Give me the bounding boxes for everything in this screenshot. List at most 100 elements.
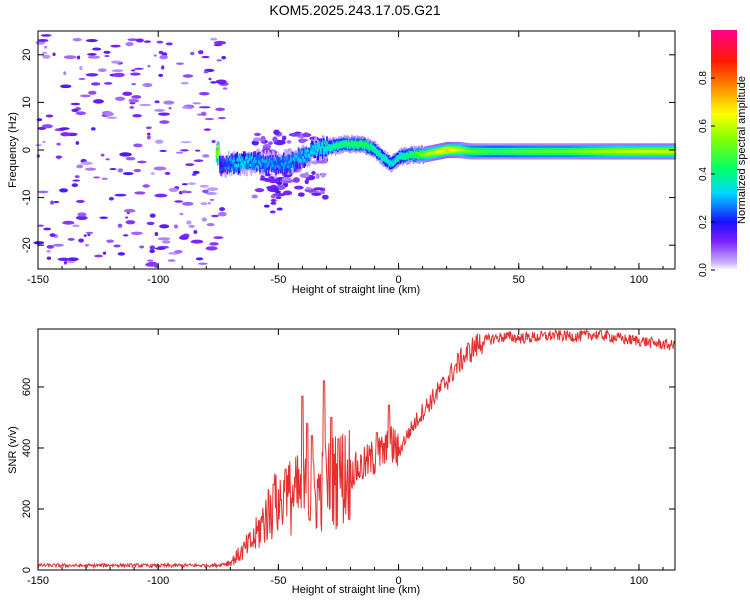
spectrogram-ridge-cell <box>580 150 583 153</box>
spectrogram-noise-blob <box>213 236 224 239</box>
spectrogram-noise-blob <box>202 154 210 158</box>
spectrogram-noise-blob <box>193 159 204 163</box>
spectrogram-noise-blob <box>85 73 99 77</box>
spectrogram-ridge-cell <box>272 193 279 197</box>
spectrogram-ridge-cell <box>615 150 617 153</box>
spectrogram-ridge-cell <box>259 161 261 165</box>
spectrogram-noise-blob <box>298 138 307 144</box>
colorbar-tick-label: 0.2 <box>698 215 709 229</box>
spectrogram-ridge-cell <box>494 150 497 153</box>
spectrogram-noise-blob <box>201 55 210 59</box>
spectrogram-ridge-cell <box>485 150 487 153</box>
spectrogram-ridge-cell <box>633 150 636 153</box>
spectrogram-ridge-cell <box>473 150 475 153</box>
spectrogram-noise-blob <box>181 183 188 186</box>
spectrogram-ridge-cell <box>236 163 239 172</box>
spectrogram-ridge-cell <box>263 164 266 173</box>
spectrogram-noise-blob <box>49 233 56 238</box>
chart-title: KOM5.2025.243.17.05.G21 <box>269 2 440 18</box>
spectrogram-noise-blob <box>79 66 83 71</box>
spectrogram-ridge-cell <box>238 156 241 160</box>
spectrogram-noise-blob <box>281 135 287 141</box>
spectrogram-ridge-cell <box>637 150 640 153</box>
spectrogram-ridge-cell <box>312 144 314 149</box>
spectrogram-ridge-cell <box>420 153 422 157</box>
spectrogram-y-tick-label: -10 <box>21 190 33 206</box>
spectrogram-noise-blob <box>60 84 72 89</box>
spectrogram-noise-blob <box>75 111 87 116</box>
spectrogram-ridge-cell <box>316 149 319 153</box>
spectrogram-noise-blob <box>117 252 126 256</box>
spectrogram-ridge-cell <box>337 142 339 146</box>
spectrogram-ridge-cell <box>412 152 415 156</box>
spectrogram-ridge-cell <box>224 166 227 170</box>
spectrogram-ridge-cell <box>285 159 287 173</box>
spectrogram-ridge-cell <box>621 150 624 153</box>
spectrogram-noise-blob <box>251 194 258 199</box>
spectrogram-ridge-cell <box>327 146 329 150</box>
spectrogram-ridge-cell <box>268 158 271 162</box>
spectrogram-ridge-cell <box>221 155 223 170</box>
spectrogram-noise-blob <box>85 39 98 43</box>
spectrogram-noise-blob <box>103 50 111 54</box>
spectrogram-noise-blob <box>46 256 52 260</box>
spectrogram-ridge-cell <box>328 145 330 149</box>
spectrogram-ridge-cell <box>317 146 320 151</box>
spectrogram-ridge-cell <box>518 150 521 153</box>
spectrogram-ridge-cell <box>280 162 283 166</box>
spectrogram-noise-blob <box>156 40 164 44</box>
spectrogram-ridge-cell <box>284 149 286 168</box>
spectrogram-ridge-cell <box>564 150 566 153</box>
spectrogram-ridge-cell <box>565 150 567 153</box>
spectrogram-noise-blob <box>70 102 81 106</box>
spectrogram-ridge-cell <box>568 150 571 153</box>
spectrogram-ridge-cell <box>503 150 506 153</box>
spectrogram-ridge-cell <box>228 156 231 170</box>
spectrogram-ridge-cell <box>505 150 508 153</box>
spectrogram-ridge-cell <box>350 142 352 146</box>
spectrogram-noise-blob <box>202 189 209 194</box>
spectrogram-ridge-cell <box>380 153 382 161</box>
spectrogram-ridge-cell <box>462 149 465 152</box>
spectrogram-ridge-cell <box>275 196 282 200</box>
spectrogram-ridge-cell <box>266 155 269 164</box>
spectrogram-ridge-cell <box>364 144 366 148</box>
spectrogram-ridge-cell <box>463 149 466 153</box>
spectrogram-ridge-cell <box>262 159 264 163</box>
spectrogram-noise-blob <box>123 208 136 213</box>
spectrogram-noise-blob <box>210 81 217 84</box>
spectrogram-ridge-cell <box>632 150 634 153</box>
spectrogram-ridge-cell <box>292 154 295 168</box>
spectrogram-noise-blob <box>192 170 200 175</box>
spectrogram-noise-blob <box>203 70 209 74</box>
spectrogram-ridge-cell <box>592 150 594 153</box>
spectrogram-ridge-cell <box>594 150 597 153</box>
snr-frame <box>37 328 676 571</box>
spectrogram-ridge-cell <box>303 158 306 163</box>
spectrogram-ridge-cell <box>394 160 396 164</box>
spectrogram-noise-blob <box>206 187 219 191</box>
spectrogram-noise-blob <box>205 246 218 251</box>
spectrogram-noise-blob <box>210 37 218 41</box>
spectrogram-ridge-cell <box>372 145 375 153</box>
spectrogram-ridge-cell <box>372 148 375 152</box>
spectrogram-ridge-cell <box>513 150 515 153</box>
spectrogram-ridge-cell <box>325 148 327 152</box>
spectrogram-ridge-cell <box>538 150 540 153</box>
spectrogram-ridge-cell <box>602 150 604 153</box>
spectrogram-ridge-cell <box>408 153 411 157</box>
spectrogram-ridge-cell <box>658 150 660 153</box>
spectrogram-ridge-cell <box>236 151 239 165</box>
spectrogram-noise-blob <box>44 45 48 49</box>
spectrogram-ridge-cell <box>413 152 416 156</box>
spectrogram-ridge-cell <box>304 153 307 158</box>
spectrogram-ridge-cell <box>381 156 383 160</box>
spectrogram-ridge-cell <box>237 161 240 175</box>
spectrogram-ridge-cell <box>264 162 267 172</box>
spectrogram-ridge-cell <box>367 144 369 148</box>
spectrogram-ridge-cell <box>392 159 394 167</box>
spectrogram-ridge-cell <box>502 150 505 153</box>
spectrogram-ridge-cell <box>432 151 434 155</box>
spectrogram-noise-blob <box>200 202 208 206</box>
spectrogram-ridge-cell <box>236 158 239 162</box>
